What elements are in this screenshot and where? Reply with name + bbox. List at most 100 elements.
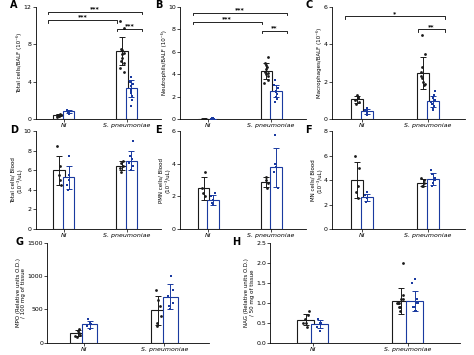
Point <box>354 184 362 189</box>
Point <box>395 300 402 306</box>
Y-axis label: MN cells/ Blood
(10⁻³/uL): MN cells/ Blood (10⁻³/uL) <box>310 159 322 201</box>
Point <box>315 316 322 322</box>
Point <box>316 320 324 326</box>
Point <box>210 197 217 202</box>
Point <box>120 25 128 31</box>
Point <box>202 116 210 122</box>
Point <box>273 96 281 102</box>
Text: **: ** <box>271 25 278 30</box>
Point <box>128 86 135 92</box>
Point <box>431 88 439 94</box>
Bar <box>70 333 85 343</box>
Bar <box>63 177 74 229</box>
Point <box>413 300 420 306</box>
Point <box>63 107 71 113</box>
Point <box>116 18 124 24</box>
Point <box>74 328 82 333</box>
Bar <box>427 101 439 119</box>
Point <box>400 292 407 298</box>
Point <box>271 161 279 167</box>
Point <box>116 165 124 171</box>
Point <box>313 324 321 329</box>
Point <box>63 182 71 188</box>
Point <box>200 116 207 121</box>
Bar <box>392 301 409 343</box>
Y-axis label: Total cells/BALF (10⁻⁶): Total cells/BALF (10⁻⁶) <box>16 33 22 93</box>
Point <box>409 280 416 286</box>
Point <box>127 74 135 80</box>
Point <box>200 190 207 196</box>
Text: ***: *** <box>222 16 232 21</box>
Point <box>363 196 371 201</box>
Point <box>263 62 270 68</box>
Point <box>430 92 438 98</box>
Point <box>126 79 134 84</box>
Point <box>420 177 428 183</box>
Point <box>84 317 92 322</box>
Point <box>120 50 128 56</box>
Point <box>169 300 176 306</box>
Point <box>272 88 280 94</box>
Point <box>273 94 280 99</box>
Point <box>274 85 282 91</box>
Text: F: F <box>305 126 312 136</box>
Point <box>117 58 125 64</box>
Point <box>353 101 360 107</box>
Y-axis label: Total cells/ Blood
(10⁻³/uL): Total cells/ Blood (10⁻³/uL) <box>10 157 22 203</box>
Point <box>363 105 370 110</box>
Text: ***: *** <box>125 23 135 28</box>
Point <box>417 73 425 79</box>
Text: A: A <box>10 0 18 10</box>
Point <box>55 113 63 119</box>
Bar <box>351 99 363 119</box>
Point <box>167 273 174 279</box>
Point <box>355 165 363 171</box>
Point <box>211 190 219 196</box>
Point <box>264 70 272 76</box>
Point <box>421 51 429 56</box>
Point <box>354 95 362 101</box>
Point <box>262 69 269 75</box>
Y-axis label: MPO (Relative units O.D.)
/ 100 mg of tissue: MPO (Relative units O.D.) / 100 mg of ti… <box>16 258 27 327</box>
Bar <box>208 200 219 229</box>
Point <box>120 60 128 66</box>
Point <box>201 116 209 122</box>
Point <box>264 73 272 79</box>
Point <box>351 97 358 103</box>
Point <box>418 64 426 70</box>
Point <box>262 174 270 180</box>
Text: E: E <box>155 126 162 136</box>
Point <box>54 112 61 118</box>
Point <box>56 163 64 168</box>
Point <box>273 92 281 97</box>
Point <box>128 83 135 89</box>
Point <box>118 160 125 165</box>
Point <box>362 109 369 114</box>
Point <box>166 307 174 312</box>
Point <box>428 171 436 177</box>
Point <box>127 90 135 95</box>
Point <box>64 109 72 115</box>
Point <box>419 75 426 81</box>
Point <box>118 55 126 61</box>
Point <box>73 334 81 340</box>
Bar <box>126 88 137 119</box>
Point <box>395 304 403 310</box>
Point <box>157 313 164 319</box>
Point <box>274 185 282 191</box>
Point <box>414 296 421 302</box>
Point <box>87 321 94 327</box>
Point <box>261 60 268 66</box>
Point <box>128 103 135 109</box>
Point <box>154 297 161 302</box>
Point <box>262 71 269 77</box>
Point <box>201 169 209 175</box>
Point <box>128 93 136 98</box>
Point <box>65 108 73 113</box>
Point <box>117 169 125 175</box>
Point <box>65 177 73 183</box>
Point <box>128 156 136 162</box>
Bar <box>406 301 423 343</box>
Point <box>129 138 137 144</box>
Point <box>264 55 272 60</box>
